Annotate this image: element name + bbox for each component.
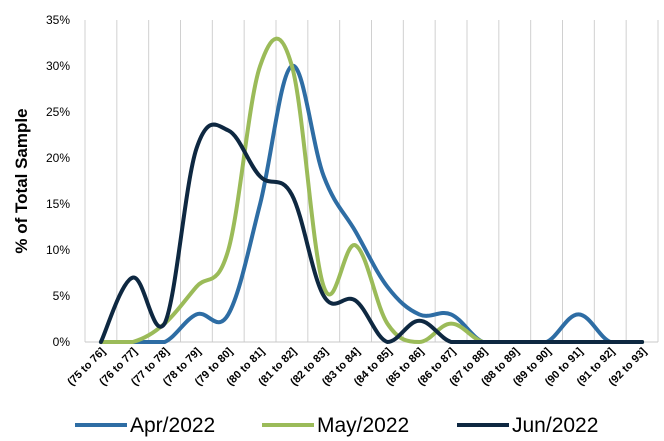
- y-axis-ticks: 0% 5% 10% 15% 20% 25% 30% 35%: [46, 13, 70, 349]
- x-axis-ticks: (75 to 76](76 to 77](77 to 78](78 to 79]…: [65, 345, 649, 388]
- y-tick-label: 25%: [46, 105, 70, 119]
- y-tick-label: 30%: [46, 59, 70, 73]
- y-tick-label: 35%: [46, 13, 70, 27]
- y-tick-label: 5%: [53, 289, 71, 303]
- legend-label: May/2022: [317, 414, 409, 437]
- y-tick-label: 20%: [46, 151, 70, 165]
- vertical-gridlines: [84, 20, 659, 342]
- legend: Apr/2022 May/2022 Jun/2022: [75, 414, 598, 437]
- y-tick-label: 15%: [46, 197, 70, 211]
- series-lines: [98, 36, 645, 345]
- y-tick-label: 10%: [46, 243, 70, 257]
- legend-label: Jun/2022: [512, 414, 598, 437]
- y-axis-title: % of Total Sample: [12, 108, 31, 253]
- series-line-3: [98, 122, 645, 345]
- y-tick-label: 0%: [53, 335, 71, 349]
- legend-label: Apr/2022: [130, 414, 215, 437]
